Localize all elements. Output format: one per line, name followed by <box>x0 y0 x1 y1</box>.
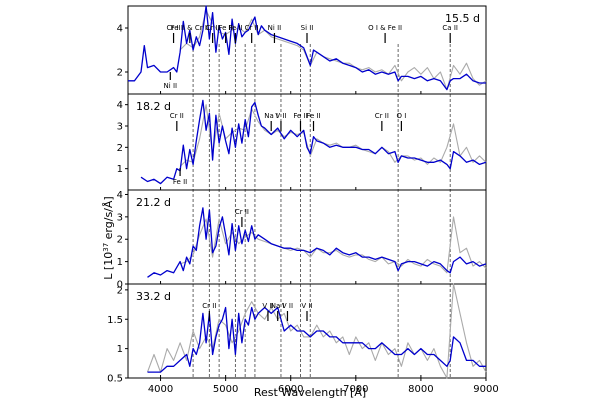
y-tick-label: 4 <box>117 100 123 111</box>
line-annotation-label: V II <box>282 302 293 310</box>
y-tick-label: 2 <box>117 235 123 246</box>
panel-title: 21.2 d <box>136 196 171 209</box>
line-annotation-label: Cr II <box>245 24 259 32</box>
y-tick-label: 2 <box>117 68 123 79</box>
line-annotation-label: O I <box>396 112 406 120</box>
panel-title: 18.2 d <box>136 100 171 113</box>
line-annotation-label: V II <box>275 112 286 120</box>
panel-title: 15.5 d <box>445 12 480 25</box>
series-line-spectrum <box>147 306 486 373</box>
y-tick-label: 4 <box>117 24 123 35</box>
y-axis-label-main: L [10 <box>102 252 115 280</box>
y-axis-label-tail: erg/s/Å] <box>102 196 115 243</box>
line-annotation-label: Fe II <box>293 112 307 120</box>
y-tick-label: 0.5 <box>107 374 123 385</box>
line-annotation-label: Na I <box>264 112 278 120</box>
series-line-comparison <box>146 283 487 379</box>
x-tick-label: 5000 <box>213 384 238 395</box>
y-axis-label-exponent: 37 <box>102 243 110 252</box>
panel-frame <box>127 283 487 379</box>
panel-title: 33.2 d <box>136 290 171 303</box>
y-tick-label: 1 <box>117 257 123 268</box>
panel-frame <box>127 93 487 191</box>
line-annotation-label: Fe II <box>306 112 320 120</box>
x-axis-ticks: 4000 5000 6000 7000 8000 9000 <box>148 378 499 395</box>
line-annotation-label: Fe II <box>173 178 187 186</box>
y-tick-label: 3 <box>117 212 123 223</box>
line-annotation-label: Fe II <box>228 24 242 32</box>
panel-3: 0 1 2 3 4 21.2 d Cr II <box>117 189 487 291</box>
x-tick-label: 8000 <box>408 384 433 395</box>
line-annotation-label: Ni II <box>164 82 178 90</box>
y-tick-label: 1 <box>117 164 123 175</box>
line-annotation-label: Cr II <box>235 208 249 216</box>
line-annotation-label: Fe II <box>218 24 232 32</box>
y-tick-label: 3 <box>117 122 123 133</box>
line-annotation-label: Cr II <box>170 112 184 120</box>
y-axis-label: L [1037 erg/s/Å] <box>102 196 115 279</box>
y-tick-label: 1 <box>117 344 123 355</box>
x-tick-label: 7000 <box>343 384 368 395</box>
y-tick-label: 4 <box>117 190 123 201</box>
y-tick-label: 0 <box>117 280 123 291</box>
line-annotation-label: Cr II <box>375 112 389 120</box>
series-line-spectrum <box>140 99 487 185</box>
x-tick-label: 9000 <box>473 384 498 395</box>
panel-frame <box>127 189 487 285</box>
line-annotation-label: O I & Fe II <box>368 24 402 32</box>
y-tick-label: 2 <box>117 143 123 154</box>
line-annotation-label: Cr II <box>202 302 216 310</box>
x-axis-label: Rest Wavelength [Å] <box>254 386 366 399</box>
line-annotation-label: Fe II & Cr II <box>171 24 209 32</box>
series-line-spectrum <box>147 207 487 278</box>
line-annotation-label: Cr II <box>167 24 181 32</box>
series-line-spectrum <box>128 5 486 91</box>
series-line-comparison <box>179 9 487 91</box>
line-annotation-label: Ni II <box>268 24 282 32</box>
line-annotation-label: V II <box>301 302 312 310</box>
line-annotation-label: Ca II <box>442 24 458 32</box>
line-annotation-label: V II <box>262 302 273 310</box>
x-tick-label: 6000 <box>278 384 303 395</box>
y-tick-label: 1.5 <box>107 315 123 326</box>
series-line-comparison <box>179 104 487 167</box>
line-annotation-label: Na I <box>271 302 285 310</box>
line-annotation-label: Si II <box>301 24 314 32</box>
panel-frame <box>127 5 487 95</box>
x-tick-label: 4000 <box>148 384 173 395</box>
line-annotation-label: Cr II <box>206 24 220 32</box>
y-tick-label: 2 <box>117 285 123 296</box>
